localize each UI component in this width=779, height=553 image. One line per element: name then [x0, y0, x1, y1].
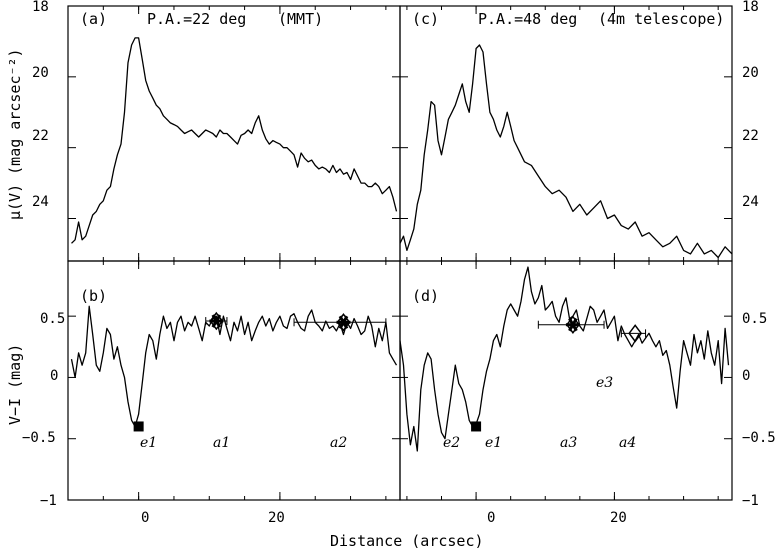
- ylabel-bottom: V−I (mag): [6, 344, 24, 425]
- ytick-neg0.5-left: −0.5: [22, 430, 56, 446]
- series-line-b: [70, 305, 398, 428]
- xtick-20-right: 20: [610, 510, 627, 526]
- marker-star-a3: [565, 317, 580, 332]
- data-markers: [133, 311, 647, 432]
- region-a2: a2: [330, 435, 347, 451]
- panel-c-label: (c): [412, 10, 439, 28]
- star-stroke: [338, 315, 349, 330]
- region-a3: a3: [560, 435, 577, 451]
- xtick-0-right: 0: [487, 510, 495, 526]
- region-a1: a1: [213, 435, 230, 451]
- ytick-20-left: 20: [32, 65, 49, 81]
- marker-diamond-a4: [628, 324, 643, 343]
- ytick-neg0.5-right: −0.5: [742, 430, 776, 446]
- marker-star-a2: [336, 315, 351, 330]
- panel-b-frame: [67, 260, 401, 501]
- ytick-0.5-left: 0.5: [40, 311, 65, 327]
- region-a4: a4: [619, 435, 636, 451]
- ytick-neg1-right: −1: [742, 493, 759, 509]
- series-line-d: [399, 266, 730, 452]
- star-stroke: [568, 317, 578, 332]
- series-line-a: [71, 37, 398, 244]
- data-curves: [70, 37, 733, 452]
- marker-square-e1: [471, 421, 482, 432]
- panel-d-frame: [399, 260, 733, 501]
- ytick-0.5-right: 0.5: [742, 311, 767, 327]
- ytick-24-left: 24: [32, 194, 49, 210]
- panel-a-frame: [67, 5, 401, 262]
- region-e2: e2: [443, 435, 460, 451]
- panel-c-telescope: (4m telescope): [598, 10, 724, 28]
- panel-d-label: (d): [412, 287, 439, 305]
- marker-square-e1: [133, 421, 144, 432]
- series-line-c: [399, 44, 733, 259]
- panel-a-pa: P.A.=22 deg: [147, 10, 246, 28]
- xlabel: Distance (arcsec): [330, 532, 484, 550]
- region-e3: e3: [596, 375, 613, 391]
- axis-ticks: [67, 5, 732, 501]
- ytick-18-right: 18: [742, 0, 759, 15]
- marker-diamond-a1: [209, 311, 224, 331]
- panel-c-frame: [399, 5, 733, 262]
- region-e1-b: e1: [140, 435, 157, 451]
- star-stroke: [211, 314, 222, 328]
- ytick-22-right: 22: [742, 128, 759, 144]
- xtick-20-left: 20: [268, 510, 285, 526]
- ytick-20-right: 20: [742, 65, 759, 81]
- panel-a-label: (a): [80, 10, 107, 28]
- marker-diamond-a2: [336, 313, 351, 332]
- marker-star-a1: [209, 314, 224, 328]
- ytick-24-right: 24: [742, 194, 759, 210]
- panel-b-label: (b): [80, 287, 107, 305]
- ytick-neg1-left: −1: [40, 493, 57, 509]
- panel-c-pa: P.A.=48 deg: [478, 10, 577, 28]
- ylabel-top: μ(V) (mag arcsec⁻²): [6, 48, 24, 220]
- marker-diamond-a3: [565, 315, 580, 334]
- ytick-0-left: 0: [50, 368, 58, 384]
- region-e1-d: e1: [485, 435, 502, 451]
- ytick-0-right: 0: [742, 368, 750, 384]
- ytick-22-left: 22: [32, 128, 49, 144]
- panel-a-telescope: (MMT): [278, 10, 323, 28]
- xtick-0-left: 0: [141, 510, 149, 526]
- ytick-18-left: 18: [32, 0, 49, 15]
